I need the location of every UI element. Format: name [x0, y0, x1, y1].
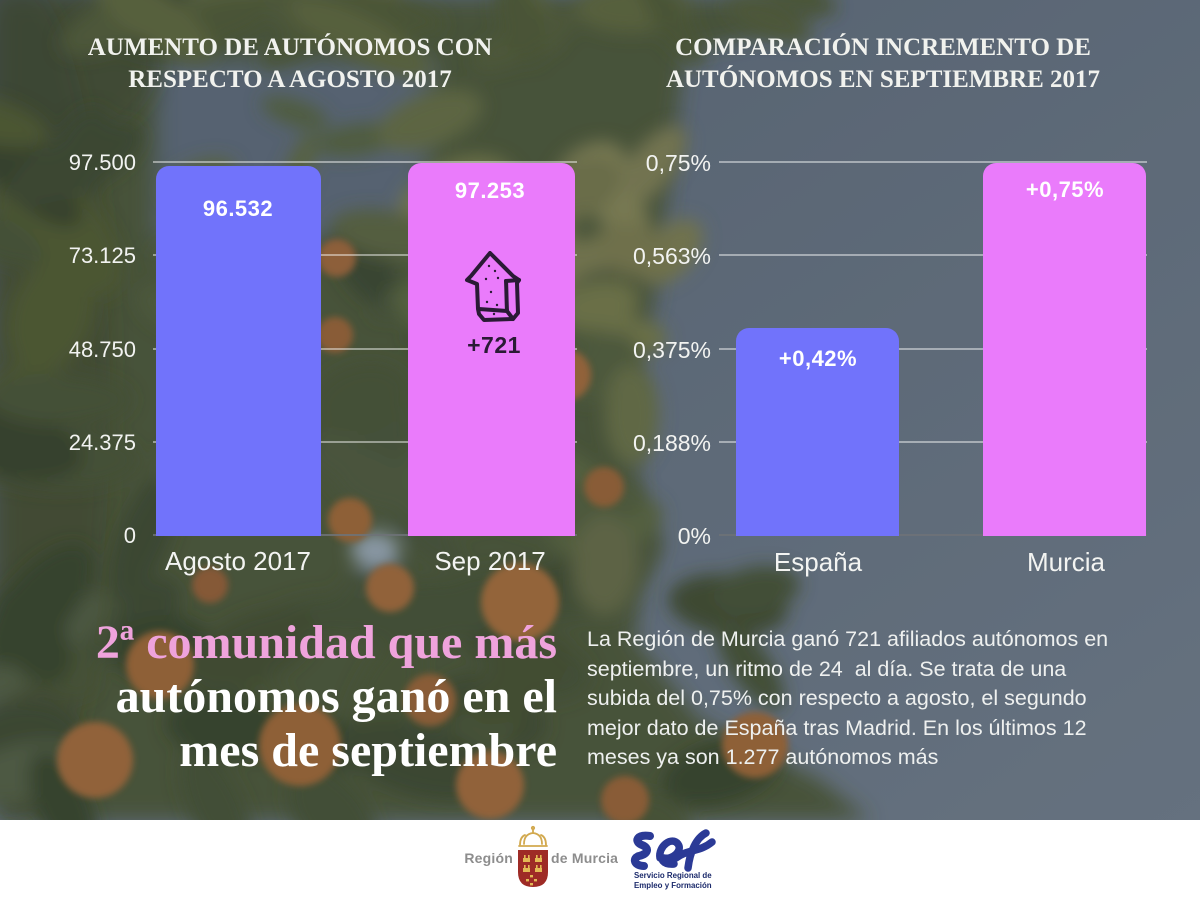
- svg-text:Servicio Regional de: Servicio Regional de: [634, 871, 712, 880]
- svg-text:Empleo y Formación: Empleo y Formación: [634, 881, 712, 890]
